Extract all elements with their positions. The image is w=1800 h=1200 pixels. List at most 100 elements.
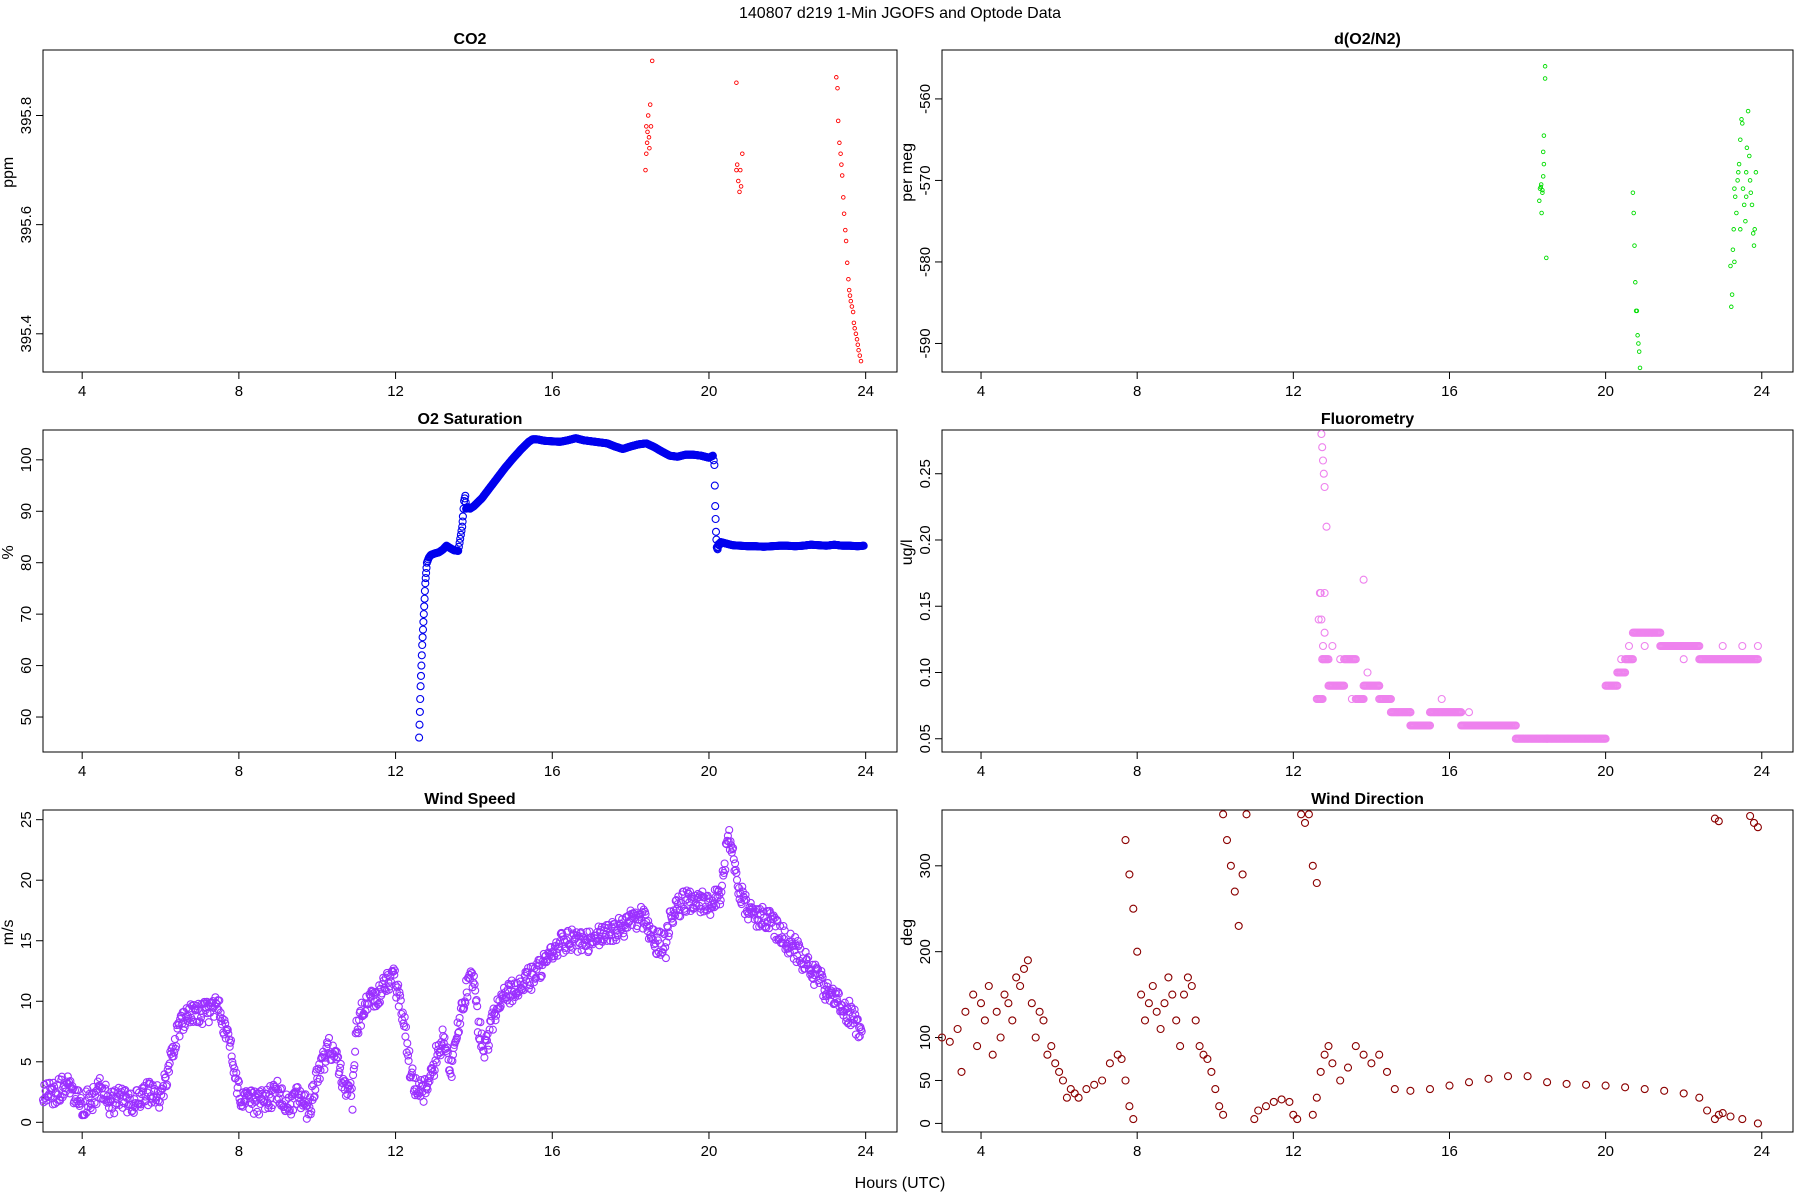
windspeed-point <box>151 1096 161 1105</box>
windspeed-point <box>456 1019 465 1028</box>
windspeed-point <box>659 945 668 954</box>
windspeed-point <box>726 837 735 846</box>
windspeed-point <box>66 1077 75 1086</box>
windspeed-point <box>159 1082 168 1091</box>
o2sat-point <box>458 512 467 521</box>
windspeed-point <box>816 974 825 983</box>
fluorometry-point <box>1318 456 1328 465</box>
windspeed-point <box>537 972 546 981</box>
windspeed-point <box>721 865 730 875</box>
windspeed-point <box>276 1085 285 1094</box>
o2sat-point <box>458 522 467 531</box>
windspeed-point <box>572 928 581 937</box>
do2n2-title: d(O2/N2) <box>1334 31 1401 48</box>
windspeed-point <box>49 1078 58 1087</box>
windspeed-point <box>680 906 689 915</box>
do2n2-ytick-label: -580 <box>917 247 934 277</box>
windspeed-point <box>92 1099 101 1109</box>
windspeed-point <box>210 1012 219 1021</box>
winddirection-point <box>1464 1078 1474 1087</box>
windspeed-point <box>175 1032 184 1041</box>
windspeed-point <box>169 1052 178 1061</box>
o2sat-point <box>417 651 426 660</box>
panel-co2: CO2 ppm 4 8 12 16 20 24 395.4 395.6 395.8 <box>0 31 898 400</box>
windspeed-point <box>614 931 623 940</box>
windspeed-point <box>390 970 399 979</box>
windspeed-point <box>620 932 629 941</box>
winddirection-point <box>1749 818 1759 827</box>
windspeed-point <box>80 1110 89 1119</box>
windspeed-point <box>373 1000 382 1009</box>
windspeed-point <box>324 1033 334 1042</box>
winddirection-point <box>1168 990 1177 999</box>
winddirection-point <box>1082 1085 1091 1094</box>
winddirection-point <box>1211 1085 1220 1094</box>
windspeed-point <box>484 1045 493 1054</box>
winddirection-point <box>1308 861 1317 870</box>
do2n2-point <box>1541 133 1547 138</box>
winddirection-xtick-label: 8 <box>1133 1143 1141 1160</box>
do2n2-point <box>1634 308 1640 314</box>
co2-point <box>736 178 741 184</box>
windspeed-point <box>226 1036 236 1045</box>
windspeed-point <box>240 1097 249 1106</box>
windspeed-point <box>68 1084 78 1094</box>
windspeed-point <box>90 1098 99 1107</box>
windspeed-point <box>416 1075 426 1085</box>
windspeed-point <box>804 953 813 962</box>
winddirection-point <box>1222 836 1232 845</box>
fluorometry-xtick-label: 16 <box>1441 763 1458 780</box>
o2sat-xtick-label: 8 <box>235 763 243 780</box>
co2-point <box>843 238 849 244</box>
do2n2-point <box>1729 292 1735 297</box>
windspeed-point <box>810 980 819 989</box>
windspeed-point <box>665 929 674 938</box>
o2sat-point <box>416 694 425 704</box>
o2sat-point <box>421 574 430 583</box>
o2sat-point <box>416 682 425 691</box>
windspeed-point <box>302 1114 311 1123</box>
do2n2-point <box>1635 333 1640 338</box>
windspeed-point <box>454 1028 463 1038</box>
co2-point <box>846 287 852 293</box>
o2sat-point <box>859 541 868 550</box>
co2-point <box>646 135 652 140</box>
windspeed-point <box>172 1042 181 1051</box>
fluorometry-point <box>1386 694 1395 704</box>
winddirection-point <box>1425 1085 1435 1094</box>
winddirection-point <box>1304 810 1313 819</box>
windspeed-point <box>304 1098 313 1107</box>
winddirection-point <box>1179 990 1189 999</box>
figure-title: 140807 d219 1-Min JGOFS and Optode Data <box>739 5 1061 22</box>
windspeed-point <box>95 1074 104 1083</box>
o2sat-point <box>422 568 431 578</box>
windspeed-title: Wind Speed <box>424 791 515 808</box>
o2sat-point <box>415 733 424 742</box>
co2-ytick-label: 395.8 <box>18 97 35 135</box>
winddirection-point <box>1016 981 1025 991</box>
winddirection-point <box>1012 973 1021 982</box>
co2-xtick-label: 12 <box>387 383 404 400</box>
windspeed-point <box>519 986 528 995</box>
fluorometry-point <box>1601 734 1610 743</box>
o2sat-point <box>454 546 463 555</box>
winddirection-point <box>1312 878 1321 888</box>
windspeed-point <box>476 1018 485 1027</box>
windspeed-point <box>676 898 685 907</box>
windspeed-point <box>195 1017 204 1026</box>
do2n2-point <box>1632 243 1637 248</box>
fluorometry-point <box>1359 694 1368 704</box>
windspeed-point <box>147 1098 156 1107</box>
windspeed-point <box>163 1080 172 1089</box>
fluorometry-xtick-label: 24 <box>1753 763 1770 780</box>
fluorometry-point <box>1738 641 1747 651</box>
winddirection-point <box>1043 1050 1052 1059</box>
windspeed-point <box>61 1087 70 1096</box>
winddirection-point <box>1367 1059 1376 1068</box>
do2n2-point <box>1750 231 1756 236</box>
winddirection-point <box>1090 1080 1099 1089</box>
winddirection-point <box>1714 817 1723 826</box>
windspeed-point <box>603 936 612 945</box>
co2-point <box>851 320 857 326</box>
windspeed-point <box>229 1068 238 1077</box>
